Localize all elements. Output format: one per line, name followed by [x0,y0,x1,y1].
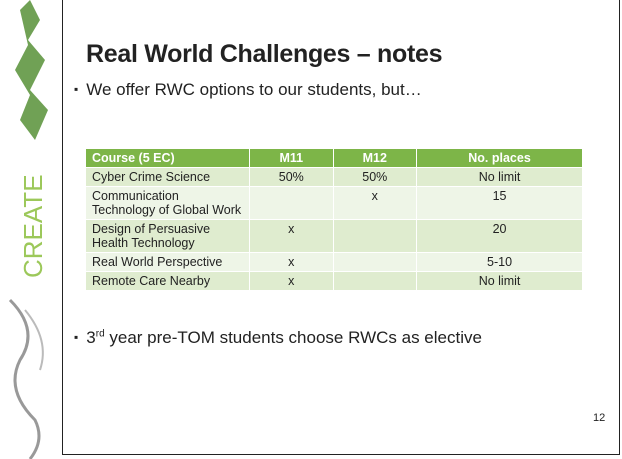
slide-title: Real World Challenges – notes [86,40,443,68]
course-table: Course (5 EC) M11 M12 No. places Cyber Crim… [85,148,583,291]
table-row: Cyber Crime Science 50% 50% No limit [85,167,583,187]
slide-frame [62,0,620,455]
column-header: M12 [332,148,418,168]
table-cell: 15 [416,186,583,220]
header-row: Course (5 EC) M11 M12 No. places [85,148,583,168]
table-row: Remote Care Nearby x No limit [85,271,583,291]
table-cell: x [249,271,334,291]
table-row: Design of Persuasive Health Technology x 2… [85,219,583,253]
table-row: Real World Perspective x 5-10 [85,252,583,272]
table-cell: Design of Persuasive Health Technology [85,219,250,253]
table-cell: Remote Care Nearby [85,271,250,291]
table-cell: 5-10 [416,252,583,272]
table-row: Communication Technology of Global Work x… [85,186,583,220]
column-header: M11 [249,148,334,168]
table-cell [332,219,418,253]
column-header: Course (5 EC) [85,148,250,168]
table-cell: 50% [332,167,418,187]
decoration [8,0,48,459]
bullet: We offer RWC options to our students, bu… [74,80,421,100]
page-number: 12 [593,412,606,424]
table-cell: 50% [249,167,334,187]
table-cell: 20 [416,219,583,253]
text: year pre-TOM students choose RWCs as ele… [104,328,482,347]
table-cell [332,252,418,272]
table-cell [332,271,418,291]
text: 3 [86,328,96,347]
superscript: rd [95,328,105,340]
table-cell: x [249,219,334,253]
table-cell: x [332,186,418,220]
table-cell: No limit [416,271,583,291]
table-cell: Communication Technology of Global Work [85,186,250,220]
bullet: 3rd year pre-TOM students choose RWCs as… [74,328,482,348]
table-cell: No limit [416,167,583,187]
table-cell: Cyber Crime Science [85,167,250,187]
table-cell: Real World Perspective [85,252,250,272]
table-cell: x [249,252,334,272]
side-label: CREATE [18,174,48,278]
table-cell [249,186,334,220]
side-text: CREATE [18,174,48,278]
column-header: No. places [416,148,583,168]
